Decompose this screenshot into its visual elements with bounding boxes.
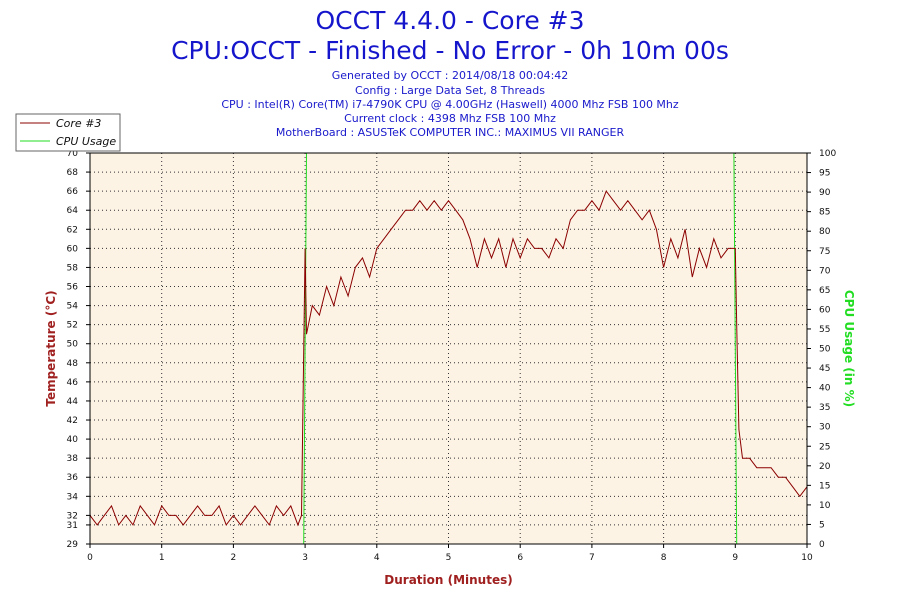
y-left-tick-label: 29 [67,540,79,550]
legend-label-core3: Core #3 [56,117,101,130]
x-tick-label: 7 [589,553,595,563]
info-motherboard: MotherBoard : ASUSTeK COMPUTER INC.: MAX… [275,126,625,139]
plot-area [90,153,807,544]
x-tick-label: 6 [517,553,523,563]
y-left-tick-label: 60 [67,244,79,254]
y-right-tick-label: 65 [819,286,830,296]
y-right-tick-label: 25 [819,442,830,452]
y-left-tick-label: 64 [67,206,79,216]
y-left-tick-label: 46 [67,378,79,388]
x-tick-label: 10 [801,553,813,563]
y-right-tick-label: 30 [819,423,831,433]
info-clock: Current clock : 4398 Mhz FSB 100 Mhz [344,112,556,125]
y-left-tick-label: 68 [67,168,79,178]
x-tick-label: 1 [159,553,165,563]
x-tick-label: 2 [231,553,237,563]
y-right-tick-label: 15 [819,481,830,491]
y-right-tick-label: 40 [819,384,831,394]
y-right-tick-label: 75 [819,247,830,257]
y-right-tick-label: 45 [819,364,830,374]
y-left-tick-label: 38 [67,454,79,464]
y-left-tick-label: 44 [67,397,79,407]
y-left-tick-label: 52 [67,321,78,331]
y-right-tick-label: 80 [819,227,831,237]
y-left-tick-label: 36 [67,473,79,483]
y-left-tick-label: 58 [67,263,79,273]
y-right-tick-label: 90 [819,188,831,198]
series-line-core3 [89,190,808,527]
x-axis-title: Duration (Minutes) [384,573,512,587]
x-tick-label: 0 [87,553,93,563]
x-tick-label: 3 [302,553,308,563]
tick-labels: 0 1 2 3 4 5 6 7 8 9 102931323436384042444648505254… [67,149,837,563]
y-left-tick-label: 48 [67,359,79,369]
y-left-tick-label: 62 [67,225,78,235]
y-right-tick-label: 70 [819,266,831,276]
axes [86,152,811,548]
y-right-tick-label: 100 [819,149,836,159]
y-left-tick-label: 32 [67,511,78,521]
y-right-tick-label: 0 [819,540,825,550]
y-left-tick-label: 54 [67,302,79,312]
y-left-tick-label: 42 [67,416,78,426]
chart-title: OCCT 4.4.0 - Core #3 [315,6,585,35]
y-left-tick-label: 56 [67,283,79,293]
info-config: Config : Large Data Set, 8 Threads [355,84,545,97]
y-right-tick-label: 5 [819,520,825,530]
left-axis-title: Temperature (°C) [44,290,58,406]
y-right-tick-label: 20 [819,462,831,472]
y-left-tick-label: 70 [67,149,79,159]
y-right-tick-label: 10 [819,501,831,511]
y-right-tick-label: 95 [819,169,830,179]
right-axis-title: CPU Usage (in %) [842,290,856,407]
x-tick-label: 9 [732,553,738,563]
chart-subtitle: CPU:OCCT - Finished - No Error - 0h 10m … [171,36,729,65]
legend-label-cpu-usage: CPU Usage [56,135,116,148]
y-left-tick-label: 66 [67,187,79,197]
y-right-tick-label: 60 [819,305,831,315]
y-right-tick-label: 35 [819,403,830,413]
x-tick-label: 5 [446,553,452,563]
y-left-tick-label: 50 [67,340,79,350]
legend-box [15,113,121,152]
y-right-tick-label: 55 [819,325,830,335]
info-generated: Generated by OCCT : 2014/08/18 00:04:42 [331,69,569,82]
y-left-tick-label: 40 [67,435,79,445]
y-left-tick-label: 34 [67,492,79,502]
info-cpu: CPU : Intel(R) Core(TM) i7-4790K CPU @ 4… [221,98,679,111]
x-tick-label: 4 [374,553,380,563]
legend: Core #3 CPU Usage [15,113,121,152]
y-left-tick-label: 31 [67,521,78,531]
y-right-tick-label: 50 [819,345,831,355]
x-tick-label: 8 [661,553,667,563]
y-right-tick-label: 85 [819,208,830,218]
